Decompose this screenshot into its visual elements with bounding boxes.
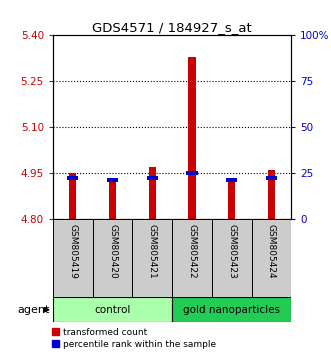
Bar — [172, 297, 291, 322]
Text: GSM805424: GSM805424 — [267, 224, 276, 279]
Bar — [266, 176, 277, 180]
Bar — [132, 219, 172, 297]
Bar — [226, 178, 237, 182]
Bar — [228, 178, 235, 219]
Bar — [147, 176, 158, 180]
Title: GDS4571 / 184927_s_at: GDS4571 / 184927_s_at — [92, 21, 252, 34]
Bar — [69, 173, 76, 219]
Bar — [172, 219, 212, 297]
Bar — [53, 297, 172, 322]
Bar — [67, 176, 78, 180]
Bar — [93, 219, 132, 297]
Bar — [186, 171, 198, 176]
Bar — [188, 57, 196, 219]
Bar — [109, 178, 116, 219]
Text: control: control — [94, 305, 131, 315]
Bar — [149, 167, 156, 219]
Text: GSM805422: GSM805422 — [187, 224, 197, 279]
Text: GSM805419: GSM805419 — [68, 224, 77, 279]
Legend: transformed count, percentile rank within the sample: transformed count, percentile rank withi… — [51, 327, 216, 349]
Text: gold nanoparticles: gold nanoparticles — [183, 305, 280, 315]
Text: agent: agent — [17, 305, 50, 315]
Bar — [212, 219, 252, 297]
Text: GSM805423: GSM805423 — [227, 224, 236, 279]
Bar — [107, 178, 118, 182]
Text: GSM805420: GSM805420 — [108, 224, 117, 279]
Bar — [268, 170, 275, 219]
Bar — [53, 219, 93, 297]
Text: GSM805421: GSM805421 — [148, 224, 157, 279]
Bar — [252, 219, 291, 297]
